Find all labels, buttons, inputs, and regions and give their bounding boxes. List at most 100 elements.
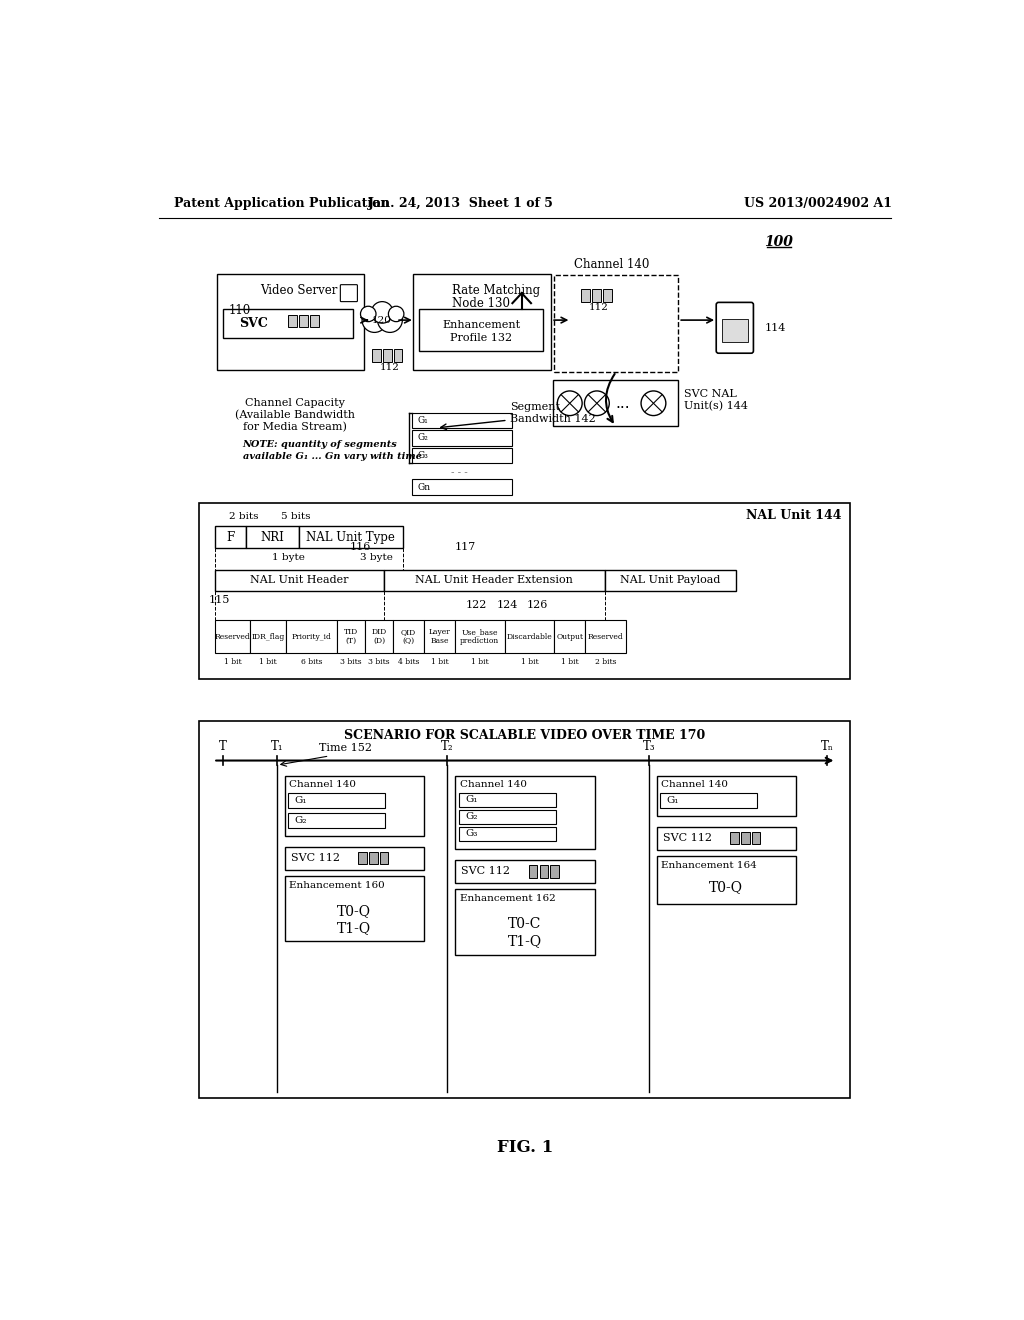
FancyBboxPatch shape [222, 309, 352, 338]
Text: available G₁ ... Gn vary with time: available G₁ ... Gn vary with time [243, 451, 422, 461]
Text: T₁: T₁ [270, 741, 283, 754]
FancyBboxPatch shape [730, 832, 738, 845]
Text: G₃: G₃ [418, 451, 429, 461]
Circle shape [641, 391, 666, 416]
Text: Reserved: Reserved [215, 632, 251, 640]
FancyBboxPatch shape [289, 314, 297, 327]
FancyBboxPatch shape [369, 853, 378, 865]
FancyBboxPatch shape [528, 866, 538, 878]
Text: QID
(Q): QID (Q) [401, 628, 416, 645]
FancyBboxPatch shape [289, 793, 385, 808]
FancyBboxPatch shape [582, 289, 590, 302]
Text: Unit(s) 144: Unit(s) 144 [684, 401, 749, 412]
Text: Node 130: Node 130 [452, 297, 510, 310]
Text: Jan. 24, 2013  Sheet 1 of 5: Jan. 24, 2013 Sheet 1 of 5 [369, 197, 554, 210]
FancyBboxPatch shape [299, 527, 403, 548]
FancyBboxPatch shape [366, 620, 393, 653]
Text: Bandwidth 142: Bandwidth 142 [510, 413, 596, 424]
Text: NRI: NRI [260, 531, 284, 544]
Text: 1 bit: 1 bit [224, 657, 242, 667]
FancyBboxPatch shape [285, 776, 424, 836]
Circle shape [557, 391, 583, 416]
Text: Discardable: Discardable [507, 632, 552, 640]
Text: NAL Unit 144: NAL Unit 144 [745, 510, 841, 523]
Text: Channel Capacity: Channel Capacity [245, 399, 344, 408]
Text: T₂: T₂ [441, 741, 454, 754]
Text: Channel 140: Channel 140 [662, 780, 728, 789]
Text: 1 bit: 1 bit [259, 657, 278, 667]
FancyBboxPatch shape [384, 570, 604, 591]
Text: Patent Application Publication: Patent Application Publication [174, 197, 390, 210]
Text: Channel 140: Channel 140 [573, 259, 649, 271]
FancyBboxPatch shape [660, 793, 758, 808]
Text: FIG. 1: FIG. 1 [497, 1139, 553, 1156]
Text: T0-Q: T0-Q [710, 880, 743, 894]
FancyBboxPatch shape [604, 570, 736, 591]
Text: Time 152: Time 152 [319, 743, 373, 754]
Text: for Media Stream): for Media Stream) [243, 422, 346, 432]
FancyBboxPatch shape [455, 859, 595, 883]
Text: SVC 112: SVC 112 [461, 866, 510, 876]
Text: Profile 132: Profile 132 [451, 333, 512, 343]
FancyBboxPatch shape [420, 309, 544, 351]
Text: Channel 140: Channel 140 [460, 780, 526, 789]
Text: TID
(T): TID (T) [344, 628, 358, 645]
Text: 112: 112 [380, 363, 400, 372]
Text: Video Server: Video Server [260, 284, 337, 297]
FancyBboxPatch shape [592, 289, 601, 302]
FancyBboxPatch shape [246, 527, 299, 548]
FancyBboxPatch shape [394, 350, 402, 362]
FancyBboxPatch shape [340, 285, 357, 302]
Text: 1 bit: 1 bit [520, 657, 539, 667]
FancyBboxPatch shape [412, 447, 512, 463]
Circle shape [372, 302, 393, 323]
FancyBboxPatch shape [554, 620, 586, 653]
FancyBboxPatch shape [358, 853, 367, 865]
FancyBboxPatch shape [414, 275, 551, 370]
Text: 100: 100 [765, 235, 794, 248]
Text: DID
(D): DID (D) [372, 628, 387, 645]
Text: 4 bits: 4 bits [397, 657, 419, 667]
Text: 3 bits: 3 bits [340, 657, 362, 667]
Text: 110: 110 [228, 305, 251, 317]
Text: Enhancement: Enhancement [442, 321, 520, 330]
FancyBboxPatch shape [554, 276, 678, 372]
Text: 112: 112 [589, 302, 608, 312]
Text: SCENARIO FOR SCALABLE VIDEO OVER TIME 170: SCENARIO FOR SCALABLE VIDEO OVER TIME 17… [344, 730, 706, 742]
Text: SVC: SVC [240, 317, 268, 330]
Text: Rate Matching: Rate Matching [452, 284, 540, 297]
Text: 116: 116 [350, 541, 371, 552]
FancyBboxPatch shape [380, 853, 388, 865]
FancyBboxPatch shape [459, 810, 556, 824]
FancyBboxPatch shape [393, 620, 424, 653]
Text: Gn: Gn [418, 483, 431, 491]
Text: 2 bits: 2 bits [228, 512, 258, 521]
FancyBboxPatch shape [459, 793, 556, 807]
Circle shape [362, 308, 387, 333]
Text: Enhancement 160: Enhancement 160 [289, 880, 385, 890]
FancyBboxPatch shape [455, 620, 505, 653]
Text: 117: 117 [455, 541, 476, 552]
FancyBboxPatch shape [412, 430, 512, 446]
FancyBboxPatch shape [215, 620, 251, 653]
FancyBboxPatch shape [553, 380, 678, 426]
Text: (Available Bandwidth: (Available Bandwidth [234, 411, 354, 421]
Text: 1 byte: 1 byte [272, 553, 305, 562]
Text: Priority_id: Priority_id [292, 632, 332, 640]
FancyBboxPatch shape [656, 776, 796, 816]
Circle shape [585, 391, 609, 416]
FancyBboxPatch shape [424, 620, 455, 653]
FancyBboxPatch shape [412, 479, 512, 495]
Text: F: F [226, 531, 234, 544]
FancyBboxPatch shape [285, 876, 424, 941]
Text: 1 bit: 1 bit [471, 657, 488, 667]
FancyBboxPatch shape [459, 826, 556, 841]
FancyBboxPatch shape [217, 275, 365, 370]
FancyBboxPatch shape [656, 857, 796, 904]
FancyBboxPatch shape [412, 412, 512, 428]
Circle shape [360, 306, 376, 322]
Text: T1-Q: T1-Q [337, 921, 372, 936]
FancyBboxPatch shape [455, 776, 595, 849]
FancyBboxPatch shape [383, 350, 391, 362]
Text: NAL Unit Payload: NAL Unit Payload [621, 576, 721, 585]
